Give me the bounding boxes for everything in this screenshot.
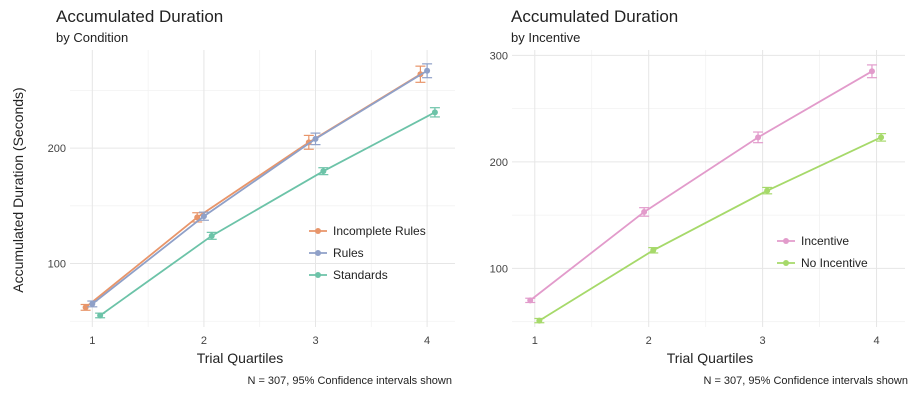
chart-subtitle: by Condition <box>56 30 128 45</box>
legend-swatch-point <box>783 260 789 266</box>
data-point <box>312 135 319 142</box>
x-tick-label: 4 <box>424 335 430 347</box>
data-point <box>755 134 762 141</box>
data-point <box>868 68 875 75</box>
x-tick-label: 4 <box>873 335 879 347</box>
x-tick-label: 3 <box>312 335 318 347</box>
y-tick-label: 300 <box>490 50 508 62</box>
x-axis-title: Trial Quartiles <box>197 350 284 366</box>
legend-item: Standards <box>309 268 388 282</box>
y-tick-label: 200 <box>48 143 66 155</box>
legend: Incomplete Rules Rules Standards <box>309 224 426 282</box>
x-tick-label: 1 <box>89 335 95 347</box>
data-point <box>764 187 771 194</box>
y-tick-label: 100 <box>48 259 66 271</box>
data-point <box>650 247 657 254</box>
series-standards <box>95 107 440 319</box>
x-tick-labels: 1 2 3 4 <box>532 335 880 347</box>
data-point <box>194 214 201 221</box>
data-point <box>536 317 543 324</box>
series-group <box>525 64 887 324</box>
legend-swatch-point <box>315 272 321 278</box>
data-point <box>208 232 215 239</box>
chart-title: Accumulated Duration <box>56 7 223 26</box>
legend-label: Rules <box>333 246 364 260</box>
series-line <box>91 70 428 305</box>
data-point <box>878 134 885 141</box>
series-group <box>80 63 440 319</box>
series-no-incentive <box>534 133 887 324</box>
series-line <box>99 111 436 317</box>
legend-item: Incentive <box>777 234 849 248</box>
series-line <box>529 70 873 302</box>
series-line <box>538 136 882 322</box>
caption: N = 307, 95% Confidence intervals shown <box>247 375 452 387</box>
x-tick-labels: 1 2 3 4 <box>89 335 430 347</box>
y-tick-labels: 100 200 <box>48 143 66 270</box>
legend-swatch-point <box>315 228 321 234</box>
x-tick-label: 2 <box>646 335 652 347</box>
y-tick-label: 100 <box>490 263 508 275</box>
legend-swatch-point <box>315 250 321 256</box>
chart-title: Accumulated Duration <box>511 7 678 26</box>
data-point <box>200 213 207 220</box>
series-incentive <box>525 64 877 304</box>
chart-incentive: Accumulated Duration by Incentive 100 200… <box>490 7 908 387</box>
legend-item: Incomplete Rules <box>309 224 426 238</box>
x-tick-label: 2 <box>201 335 207 347</box>
x-axis-title: Trial Quartiles <box>667 350 754 366</box>
data-point <box>424 67 431 74</box>
legend-label: No Incentive <box>801 256 868 270</box>
data-point <box>527 297 534 304</box>
y-tick-label: 200 <box>490 157 508 169</box>
data-point <box>82 304 89 311</box>
chart-condition: Accumulated Duration by Condition 100 200… <box>10 7 455 387</box>
x-tick-label: 3 <box>760 335 766 347</box>
data-point <box>89 300 96 307</box>
caption: N = 307, 95% Confidence intervals shown <box>703 375 908 387</box>
y-tick-labels: 100 200 300 <box>490 50 508 275</box>
x-tick-label: 1 <box>532 335 538 347</box>
legend: Incentive No Incentive <box>777 234 868 270</box>
legend-swatch-point <box>783 238 789 244</box>
data-point <box>320 168 327 175</box>
legend-label: Standards <box>333 268 388 282</box>
data-point <box>97 312 104 319</box>
series-rules <box>87 63 433 308</box>
legend-item: No Incentive <box>777 256 868 270</box>
legend-label: Incentive <box>801 234 849 248</box>
data-point <box>431 109 438 116</box>
chart-subtitle: by Incentive <box>511 30 580 45</box>
legend-label: Incomplete Rules <box>333 224 426 238</box>
y-axis-title: Accumulated Duration (Seconds) <box>10 87 26 292</box>
legend-item: Rules <box>309 246 364 260</box>
grid <box>70 50 455 327</box>
grid <box>512 50 905 327</box>
data-point <box>641 208 648 215</box>
